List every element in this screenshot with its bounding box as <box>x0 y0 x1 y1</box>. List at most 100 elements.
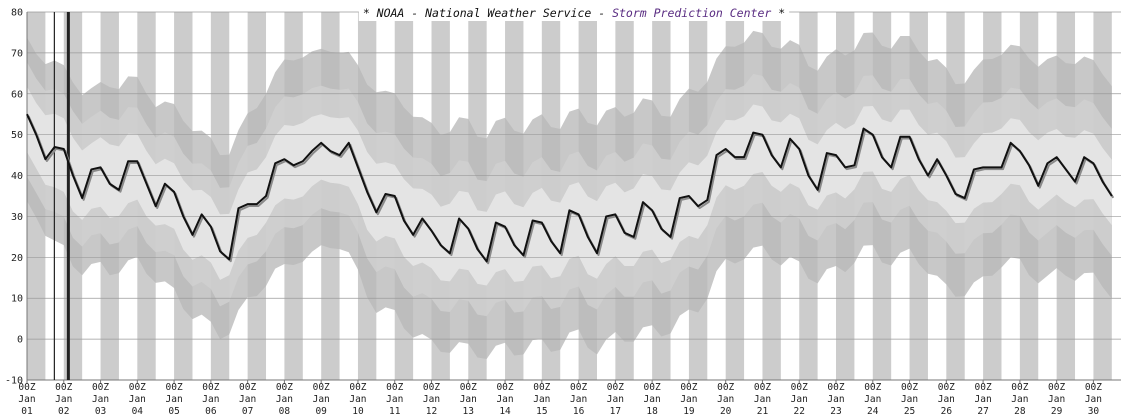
x-tick-label-month: Jan <box>239 394 256 405</box>
y-tick-label: 60 <box>11 89 23 100</box>
x-tick-label-hour: 00Z <box>386 382 403 393</box>
x-tick-label-month: Jan <box>938 394 955 405</box>
x-tick-label-month: Jan <box>791 394 808 405</box>
x-tick-label-day: 04 <box>132 406 144 417</box>
x-tick-label-hour: 00Z <box>791 382 808 393</box>
x-tick-label-month: Jan <box>533 394 550 405</box>
x-tick-label-hour: 00Z <box>276 382 293 393</box>
chart-title: * NOAA - National Weather Service - Stor… <box>358 5 790 21</box>
x-tick-label-month: Jan <box>55 394 72 405</box>
x-tick-label-hour: 00Z <box>570 382 587 393</box>
x-tick-label-day: 22 <box>794 406 805 417</box>
x-tick-label-month: Jan <box>460 394 477 405</box>
x-tick-label-month: Jan <box>975 394 992 405</box>
x-tick-label-hour: 00Z <box>202 382 219 393</box>
x-tick-label-day: 08 <box>279 406 291 417</box>
x-tick-label-hour: 00Z <box>129 382 146 393</box>
x-tick-label-day: 15 <box>536 406 547 417</box>
x-axis: 00ZJan0100ZJan0200ZJan0300ZJan0400ZJan05… <box>18 380 1102 417</box>
x-tick-label-month: Jan <box>386 394 403 405</box>
x-tick-label-month: Jan <box>202 394 219 405</box>
x-tick-label-day: 26 <box>941 406 953 417</box>
x-tick-label-month: Jan <box>349 394 366 405</box>
title-prefix: * NOAA - National Weather Service - <box>363 6 612 20</box>
y-tick-label: -10 <box>5 376 23 387</box>
x-tick-label-month: Jan <box>644 394 661 405</box>
x-tick-label-day: 05 <box>168 406 179 417</box>
x-tick-label-month: Jan <box>607 394 624 405</box>
x-tick-label-day: 01 <box>21 406 33 417</box>
x-tick-label-hour: 00Z <box>1048 382 1065 393</box>
x-tick-label-month: Jan <box>423 394 440 405</box>
y-tick-label: 10 <box>11 294 23 305</box>
x-tick-label-day: 06 <box>205 406 217 417</box>
y-tick-label: 80 <box>11 8 23 19</box>
title-background <box>358 5 790 21</box>
y-tick-label: 30 <box>11 212 23 223</box>
x-tick-label-month: Jan <box>827 394 844 405</box>
x-tick-label-month: Jan <box>313 394 330 405</box>
x-tick-label-day: 16 <box>573 406 585 417</box>
x-tick-label-month: Jan <box>276 394 293 405</box>
x-tick-label-day: 23 <box>830 406 841 417</box>
x-tick-label-day: 20 <box>720 406 732 417</box>
x-tick-label-hour: 00Z <box>533 382 550 393</box>
x-tick-label-day: 19 <box>683 406 695 417</box>
title-text: * NOAA - National Weather Service - Stor… <box>363 6 785 20</box>
y-tick-label: 20 <box>11 253 23 264</box>
x-tick-label-month: Jan <box>680 394 697 405</box>
title-accent: Storm Prediction Center <box>612 6 771 20</box>
y-tick-label: 40 <box>11 171 23 182</box>
x-tick-label-day: 25 <box>904 406 915 417</box>
x-tick-label-hour: 00Z <box>1085 382 1102 393</box>
x-tick-label-hour: 00Z <box>827 382 844 393</box>
x-tick-label-day: 21 <box>757 406 769 417</box>
x-tick-label-month: Jan <box>1011 394 1028 405</box>
x-tick-label-hour: 00Z <box>975 382 992 393</box>
grid <box>26 11 1121 381</box>
inner-band <box>27 86 1112 286</box>
x-tick-label-day: 02 <box>58 406 69 417</box>
x-tick-label-month: Jan <box>901 394 918 405</box>
series-line <box>26 113 1113 263</box>
x-tick-label-month: Jan <box>496 394 513 405</box>
x-tick-label-day: 11 <box>389 406 401 417</box>
x-tick-label-hour: 00Z <box>92 382 109 393</box>
x-tick-label-day: 10 <box>352 406 364 417</box>
y-axis: -10 0 10 20 30 40 50 60 70 80 <box>5 8 23 387</box>
series-lines <box>26 113 1115 265</box>
x-tick-label-day: 18 <box>646 406 658 417</box>
x-tick-label-hour: 00Z <box>239 382 256 393</box>
x-tick-label-hour: 00Z <box>423 382 440 393</box>
x-tick-label-hour: 00Z <box>313 382 330 393</box>
x-tick-label-day: 09 <box>315 406 327 417</box>
x-tick-label-hour: 00Z <box>55 382 72 393</box>
x-tick-label-day: 30 <box>1088 406 1100 417</box>
x-tick-label-month: Jan <box>1085 394 1102 405</box>
x-tick-label-day: 24 <box>867 406 879 417</box>
y-tick-label: 50 <box>11 130 23 141</box>
x-tick-label-hour: 00Z <box>460 382 477 393</box>
x-tick-label-month: Jan <box>570 394 587 405</box>
x-tick-label-hour: 00Z <box>938 382 955 393</box>
x-tick-label-day: 28 <box>1014 406 1026 417</box>
x-tick-label-day: 13 <box>463 406 474 417</box>
x-tick-label-hour: 00Z <box>496 382 513 393</box>
x-tick-label-hour: 00Z <box>717 382 734 393</box>
x-tick-label-month: Jan <box>129 394 146 405</box>
x-tick-label-month: Jan <box>1048 394 1065 405</box>
x-tick-label-month: Jan <box>18 394 35 405</box>
title-suffix: * <box>771 6 785 20</box>
x-tick-label-day: 29 <box>1051 406 1063 417</box>
y-tick-label: 0 <box>17 335 23 346</box>
bands <box>27 30 1112 360</box>
x-tick-label-day: 14 <box>499 406 511 417</box>
x-tick-label-hour: 00Z <box>644 382 661 393</box>
x-tick-label-hour: 00Z <box>901 382 918 393</box>
x-tick-label-hour: 00Z <box>166 382 183 393</box>
y-tick-label: 70 <box>11 48 23 59</box>
x-tick-label-hour: 00Z <box>18 382 35 393</box>
x-tick-label-month: Jan <box>864 394 881 405</box>
x-tick-label-day: 07 <box>242 406 253 417</box>
